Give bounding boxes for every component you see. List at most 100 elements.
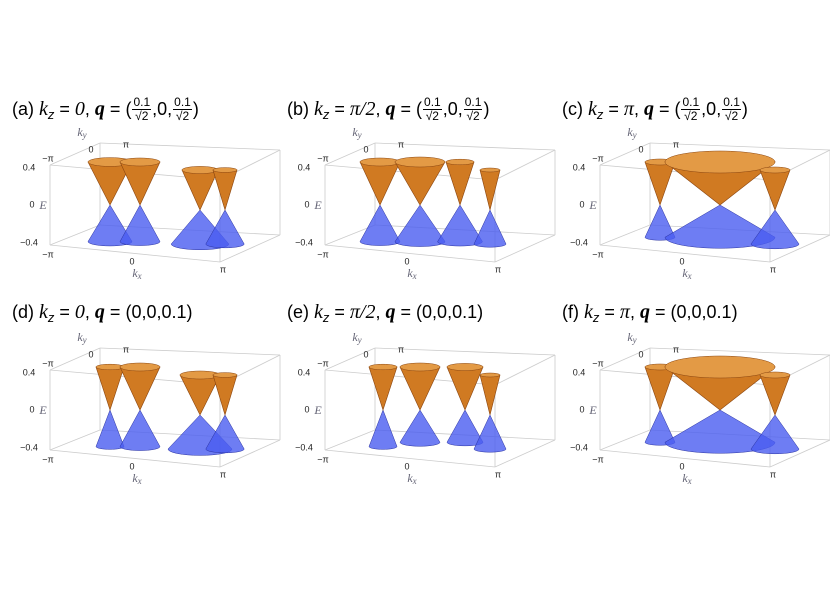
subscript: y [357, 130, 362, 140]
e-tick-label: −0.4 [295, 237, 313, 247]
lower-cone [399, 409, 441, 447]
panel-title: (c) k z = π, q =(0.1 √2, 0, 0.1 √2) [562, 96, 748, 123]
kz-value: π/2 [349, 301, 376, 323]
upper-cone [479, 169, 501, 211]
ky-label: ky [352, 125, 361, 140]
k-symbol: k [584, 301, 593, 323]
kx-tick-label: 0 [404, 256, 409, 266]
panel-title: (f) k z = π, q =(0, 0, 0.1) [562, 301, 738, 325]
ky-tick-label: π [123, 139, 129, 149]
q-component: 0 [422, 302, 433, 322]
q-symbol: q [639, 301, 650, 323]
ky-tick-label: −π [317, 358, 328, 368]
q-component: 0.1 [706, 302, 732, 322]
cone-rim [119, 157, 161, 167]
box-edge [649, 142, 830, 151]
ky-tick-label: −π [317, 153, 328, 163]
symbol: k [627, 330, 633, 344]
cone-rim [479, 167, 501, 173]
upper-cone [759, 374, 791, 416]
comma: , [156, 302, 162, 322]
equals: = [334, 302, 345, 322]
numerator: 0.1 [132, 95, 152, 110]
panel-label: (c) [562, 99, 583, 119]
equals: = [608, 99, 619, 119]
q-symbol: q [643, 98, 654, 120]
numerator: 0.1 [463, 95, 483, 110]
box-edge [769, 234, 830, 263]
comma: , [447, 302, 453, 322]
e-tick-label: −0.4 [20, 237, 38, 247]
panel-label: (b) [287, 99, 309, 119]
upper-cone [181, 169, 219, 211]
e-tick-label: 0 [304, 199, 309, 209]
z-subscript: z [47, 107, 55, 122]
ky-tick-label: π [673, 344, 679, 354]
box-edge [769, 439, 830, 468]
q-component: 0 [146, 302, 157, 322]
comma: , [686, 302, 692, 322]
close-paren: ) [741, 99, 748, 119]
kx-tick-label: −π [592, 454, 603, 464]
e-tick-label: 0.4 [298, 367, 311, 377]
q-component: 0.1 [452, 302, 478, 322]
ky-label: ky [77, 330, 86, 345]
close-paren: ) [731, 302, 738, 322]
lower-cone [750, 209, 800, 250]
k-symbol: k [39, 301, 48, 323]
subscript: x [412, 271, 417, 281]
box-edge [599, 347, 651, 371]
q-symbol: q [94, 98, 105, 120]
box-edge [599, 224, 651, 246]
e-axis-label: E [38, 403, 47, 417]
q-component: 0 [706, 99, 717, 119]
e-tick-label: 0 [29, 404, 34, 414]
equals: = [400, 302, 412, 322]
box-edge [324, 142, 376, 166]
symbol: k [352, 125, 358, 139]
box-edge [599, 244, 771, 263]
kx-tick-label: 0 [129, 461, 134, 471]
subscript: y [357, 335, 362, 345]
comma: , [442, 99, 448, 119]
q-component: 0 [447, 99, 458, 119]
e-axis-label: E [588, 403, 597, 417]
ky-tick-label: −π [592, 153, 603, 163]
subscript: y [632, 130, 637, 140]
upper-cone [359, 161, 401, 206]
ky-tick-label: 0 [638, 144, 643, 154]
equals: = [604, 302, 615, 322]
numerator: 0.1 [173, 95, 192, 110]
panel-title: (d) k z = 0, q =(0, 0, 0.1) [12, 301, 193, 325]
box-edge [599, 449, 771, 468]
upper-cone [394, 161, 446, 206]
box-edge [494, 149, 556, 181]
symbol: k [627, 125, 633, 139]
close-paren: ) [192, 99, 199, 119]
e-tick-label: −0.4 [20, 442, 38, 452]
comma: , [457, 99, 463, 119]
cone-rim [359, 157, 401, 167]
cone-rim [212, 372, 238, 378]
kz-value: 0 [74, 301, 85, 323]
comma: , [701, 99, 707, 119]
lower-cone [205, 209, 245, 249]
subscript: x [137, 271, 142, 281]
box-edge [324, 224, 376, 246]
upper-cone [368, 366, 398, 411]
z-subscript: z [322, 107, 330, 122]
comma: , [84, 99, 90, 119]
equals: = [109, 99, 121, 119]
open-paren: ( [125, 99, 132, 119]
fraction: 0.1 √2 [681, 96, 701, 123]
box-edge [324, 449, 496, 468]
close-paren: ) [483, 99, 490, 119]
open-paren: ( [670, 302, 677, 322]
denominator: √2 [684, 109, 698, 123]
subscript: x [687, 476, 692, 486]
q-component: 0 [676, 302, 687, 322]
cone-rim [119, 362, 161, 372]
cone-rim [212, 167, 238, 173]
